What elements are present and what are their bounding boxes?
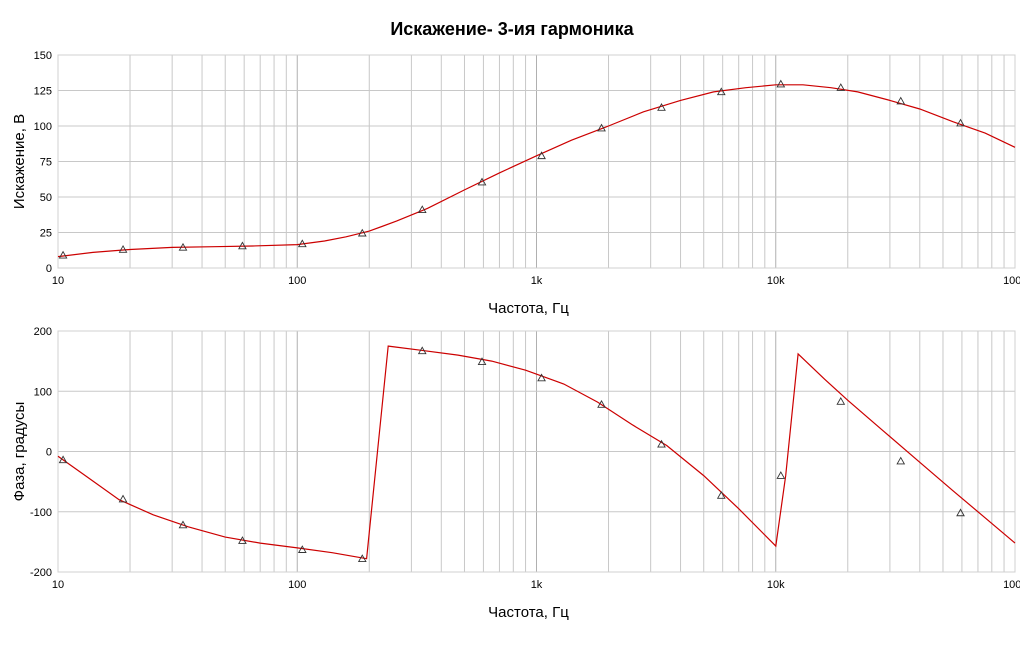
data-point-marker (58, 250, 68, 259)
data-point-marker (477, 177, 487, 186)
data-point-marker (238, 241, 247, 250)
data-point-marker (716, 87, 726, 96)
y-tick-label: 125 (34, 86, 52, 98)
y-tick-label: 0 (46, 263, 52, 275)
data-point-marker (417, 205, 427, 214)
x-axis-label: Частота, Гц (488, 604, 569, 621)
x-axis-label: Частота, Гц (488, 300, 569, 317)
data-point-marker (776, 79, 786, 88)
data-point-marker (297, 239, 307, 248)
data-point-marker (896, 96, 906, 105)
y-tick-label: -100 (30, 507, 52, 519)
data-point-marker (716, 490, 726, 499)
x-tick-label: 100k (1003, 579, 1020, 591)
plot-frame (57, 54, 1016, 269)
y-tick-label: 100 (34, 386, 52, 398)
data-point-marker (178, 520, 188, 529)
data-point-marker (238, 536, 247, 544)
plot-frame (57, 330, 1016, 573)
data-point-marker (297, 545, 307, 553)
data-point-marker (118, 245, 128, 253)
chart-title: Искажение- 3-ия гармоника (390, 19, 634, 39)
data-point-marker (776, 471, 786, 479)
data-point-marker (657, 103, 666, 111)
x-tick-label: 1k (531, 579, 543, 591)
y-tick-label: 25 (40, 228, 52, 240)
x-tick-label: 10 (52, 579, 64, 591)
data-point-marker (357, 228, 367, 237)
data-point-marker (896, 456, 906, 465)
x-tick-label: 10k (767, 579, 785, 591)
data-point-marker (836, 396, 846, 405)
series-line (57, 345, 1016, 560)
data-point-marker (357, 554, 367, 562)
data-point-marker (118, 494, 128, 503)
data-point-marker (477, 357, 487, 365)
y-tick-label: 75 (40, 157, 52, 169)
data-point-marker (537, 373, 546, 382)
y-tick-label: -200 (30, 567, 52, 579)
chart-panel-1: 10 100 1k 10k 100k 0 25 50 75 100 125 150 Частота, Г… (11, 50, 1020, 317)
y-tick-label: 200 (34, 326, 52, 338)
data-point-marker (58, 455, 68, 464)
data-point-marker (417, 346, 427, 355)
y-tick-label: 0 (46, 447, 52, 459)
x-tick-label: 100k (1003, 275, 1020, 287)
data-point-marker (597, 399, 606, 408)
data-point-marker (956, 118, 965, 127)
chart-panel-2: 10 100 1k 10k 100k -200 -100 0 100 200 Частота, Гц… (11, 326, 1020, 621)
y-tick-label: 100 (34, 121, 52, 133)
y-axis-label: Искажение, В (11, 114, 28, 209)
x-tick-label: 10k (767, 275, 785, 287)
y-tick-label: 150 (34, 50, 52, 62)
data-point-marker (178, 242, 188, 251)
data-point-marker (657, 439, 666, 448)
data-point-marker (597, 123, 606, 132)
y-axis-label: Фаза, градусы (11, 402, 28, 502)
y-tick-label: 50 (40, 192, 52, 204)
data-point-marker (537, 151, 546, 160)
x-tick-label: 100 (288, 275, 306, 287)
data-point-marker (956, 508, 965, 517)
x-tick-label: 100 (288, 579, 306, 591)
series-line (57, 84, 1016, 258)
data-point-marker (836, 83, 846, 91)
x-tick-label: 10 (52, 275, 64, 287)
x-tick-label: 1k (531, 275, 543, 287)
